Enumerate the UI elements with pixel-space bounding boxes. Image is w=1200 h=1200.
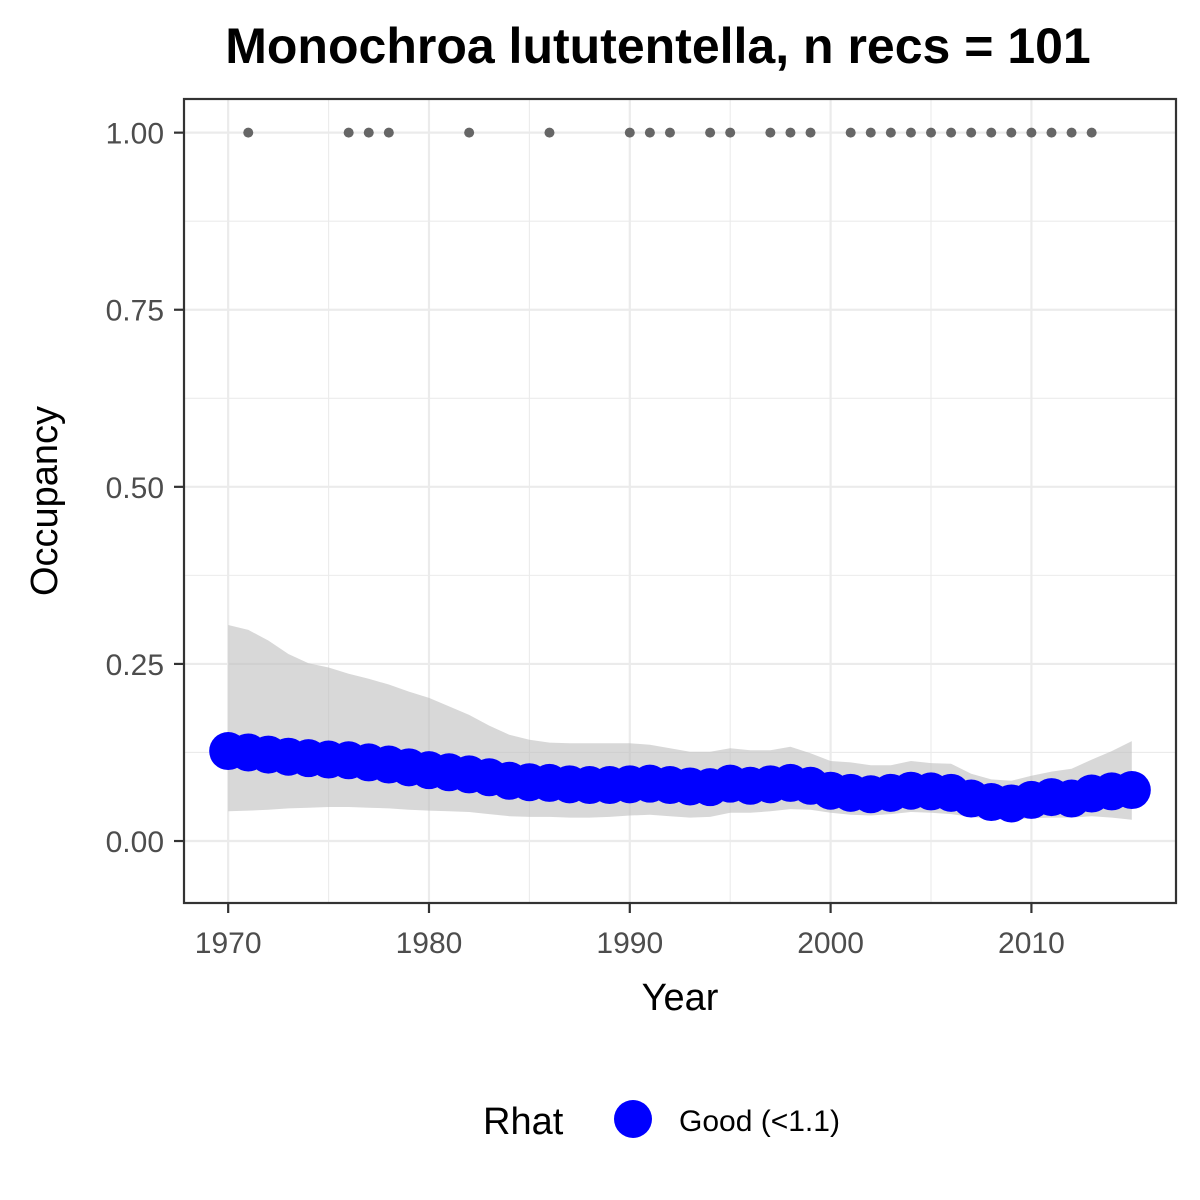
record-point [865, 127, 876, 138]
occupancy-point [1112, 771, 1151, 810]
record-point [725, 127, 736, 138]
record-point [363, 127, 374, 138]
axes: 1970 1980 1990 2000 2010 0.00 0.25 0.50 0.75 1.00 [106, 118, 1065, 960]
x-tick-label: 2000 [797, 927, 864, 960]
legend-label-good: Good (<1.1) [679, 1105, 840, 1138]
record-point [905, 127, 916, 138]
record-point [243, 127, 254, 138]
plot-border [182, 97, 1178, 905]
record-point [926, 127, 937, 138]
record-point [644, 127, 655, 138]
record-point [383, 127, 394, 138]
record-point [946, 127, 957, 138]
record-point [1046, 127, 1057, 138]
record-point [664, 127, 675, 138]
y-tick-label: 0.50 [106, 472, 164, 505]
record-point [544, 127, 555, 138]
y-tick-label: 0.25 [106, 649, 164, 682]
occupancy-series [209, 732, 1151, 823]
record-point [885, 127, 896, 138]
x-tick-label: 1990 [596, 927, 663, 960]
y-tick-label: 1.00 [106, 118, 164, 151]
y-tick-label: 0.75 [106, 295, 164, 328]
record-point [1086, 127, 1097, 138]
records-layer [243, 127, 1097, 138]
x-tick-label: 1980 [396, 927, 463, 960]
record-point [966, 127, 977, 138]
record-point [1066, 127, 1077, 138]
record-point [464, 127, 475, 138]
record-point [705, 127, 716, 138]
x-tick-label: 1970 [195, 927, 262, 960]
legend-title: Rhat [483, 1101, 564, 1143]
record-point [624, 127, 635, 138]
record-point [1026, 127, 1037, 138]
legend: Rhat Good (<1.1) [483, 1100, 840, 1143]
y-tick-label: 0.00 [106, 826, 164, 859]
chart-title: Monochroa lututentella, n recs = 101 [225, 18, 1091, 74]
record-point [765, 127, 776, 138]
record-point [343, 127, 354, 138]
legend-key-good [614, 1100, 652, 1138]
record-point [986, 127, 997, 138]
record-point [805, 127, 816, 138]
x-tick-label: 2010 [998, 927, 1065, 960]
record-point [845, 127, 856, 138]
x-axis-title: Year [642, 977, 719, 1019]
y-axis-title: Occupancy [24, 406, 66, 596]
record-point [785, 127, 796, 138]
record-point [1006, 127, 1017, 138]
